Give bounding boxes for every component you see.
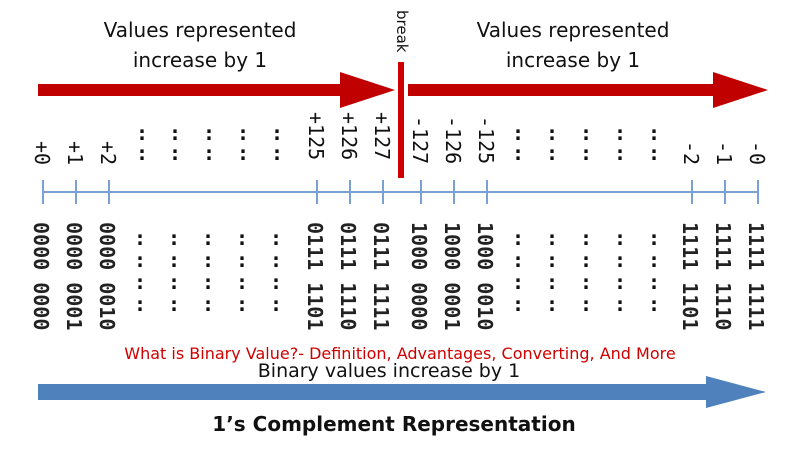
ellipsis-dots: : bbox=[546, 121, 558, 145]
ellipsis-dots: : bbox=[648, 270, 660, 294]
ellipsis-dots: : bbox=[512, 121, 524, 145]
ellipsis-dots: : bbox=[134, 270, 146, 294]
ellipsis-dots: : bbox=[271, 141, 283, 165]
ellipsis-dots: : bbox=[134, 226, 146, 250]
ellipsis-dots: : bbox=[546, 226, 558, 250]
ellipsis-dots: : bbox=[648, 121, 660, 145]
top-right-caption-line-1: Values represented bbox=[477, 18, 670, 42]
ellipsis-dots: : bbox=[512, 248, 524, 272]
ellipsis-dots: : bbox=[169, 141, 181, 165]
binary-label: 0000 0010 bbox=[95, 222, 119, 330]
ellipsis-dots: : bbox=[202, 248, 214, 272]
value-label: +2 bbox=[96, 141, 120, 165]
ellipsis-dots: : bbox=[648, 141, 660, 165]
value-label: -0 bbox=[745, 141, 769, 165]
ellipsis-dots: : bbox=[237, 121, 249, 145]
ellipsis-dots: : bbox=[270, 292, 282, 316]
ellipsis-dots: : bbox=[580, 121, 592, 145]
ellipsis-dots: : bbox=[546, 270, 558, 294]
ellipsis-dots: : bbox=[512, 270, 524, 294]
ellipsis-dots: : bbox=[168, 226, 180, 250]
binary-label: 1111 1111 bbox=[744, 222, 768, 330]
ellipsis-dots: : bbox=[202, 226, 214, 250]
value-label: +127 bbox=[370, 112, 394, 160]
binary-label: 0000 0001 bbox=[62, 222, 86, 330]
ellipsis-dots: : bbox=[512, 141, 524, 165]
ellipsis-dots: : bbox=[203, 121, 215, 145]
ellipsis-dots: : bbox=[614, 226, 626, 250]
ellipsis-dots: : bbox=[580, 270, 592, 294]
ellipsis-dots: : bbox=[168, 270, 180, 294]
ellipsis-dots: : bbox=[614, 270, 626, 294]
bottom-caption: Binary values increase by 1 bbox=[258, 360, 520, 382]
break-label: break bbox=[393, 10, 411, 53]
ellipsis-dots: : bbox=[270, 248, 282, 272]
top-left-caption-line-2: increase by 1 bbox=[133, 48, 267, 72]
ellipsis-dots: : bbox=[236, 270, 248, 294]
ellipsis-dots: : bbox=[202, 270, 214, 294]
ellipsis-dots: : bbox=[648, 226, 660, 250]
ellipsis-dots: : bbox=[614, 141, 626, 165]
break-line bbox=[398, 62, 404, 178]
ellipsis-dots: : bbox=[580, 292, 592, 316]
ellipsis-dots: : bbox=[134, 248, 146, 272]
ellipsis-dots: : bbox=[648, 248, 660, 272]
value-label: +126 bbox=[337, 112, 361, 160]
ellipsis-dots: : bbox=[546, 248, 558, 272]
value-label: +0 bbox=[30, 141, 54, 165]
watermark-text: What is Binary Value?- Definition, Advan… bbox=[124, 344, 675, 363]
binary-label: 1111 1110 bbox=[711, 222, 735, 330]
ellipsis-dots: : bbox=[614, 248, 626, 272]
ellipsis-dots: : bbox=[271, 121, 283, 145]
binary-label: 0111 1110 bbox=[336, 222, 360, 330]
ellipsis-dots: : bbox=[614, 292, 626, 316]
binary-label: 1000 0010 bbox=[473, 222, 497, 330]
binary-label: 1000 0000 bbox=[407, 222, 431, 330]
number-axis bbox=[42, 180, 759, 204]
ellipsis-dots: : bbox=[169, 121, 181, 145]
ellipsis-dots: : bbox=[546, 292, 558, 316]
binary-label: 0111 1111 bbox=[369, 222, 393, 330]
ellipsis-dots: : bbox=[136, 121, 148, 145]
ellipsis-dots: : bbox=[202, 292, 214, 316]
value-label: -127 bbox=[408, 116, 432, 164]
value-label: -2 bbox=[679, 141, 703, 165]
ellipsis-dots: : bbox=[168, 292, 180, 316]
blue-arrow bbox=[38, 376, 766, 408]
ellipsis-dots: : bbox=[512, 226, 524, 250]
binary-label: 1000 0001 bbox=[440, 222, 464, 330]
red-arrow-right bbox=[408, 72, 768, 108]
value-label: +1 bbox=[63, 141, 87, 165]
ellipsis-dots: : bbox=[512, 292, 524, 316]
ellipsis-dots: : bbox=[614, 121, 626, 145]
top-right-caption-line-2: increase by 1 bbox=[506, 48, 640, 72]
ellipsis-dots: : bbox=[580, 248, 592, 272]
binary-label: 0000 0000 bbox=[29, 222, 53, 330]
ellipsis-dots: : bbox=[168, 248, 180, 272]
binary-label: 0111 1101 bbox=[303, 222, 327, 330]
binary-label: 1111 1101 bbox=[678, 222, 702, 330]
ellipsis-dots: : bbox=[236, 248, 248, 272]
diagram-title: 1’s Complement Representation bbox=[212, 412, 575, 436]
ellipsis-dots: : bbox=[237, 141, 249, 165]
value-label: -1 bbox=[712, 141, 736, 165]
red-arrow-left bbox=[38, 72, 395, 108]
ellipsis-dots: : bbox=[136, 141, 148, 165]
ellipsis-dots: : bbox=[236, 226, 248, 250]
value-label: -126 bbox=[441, 116, 465, 164]
ellipsis-dots: : bbox=[580, 226, 592, 250]
ellipsis-dots: : bbox=[270, 270, 282, 294]
ellipsis-dots: : bbox=[270, 226, 282, 250]
value-label: +125 bbox=[304, 112, 328, 160]
ellipsis-dots: : bbox=[134, 292, 146, 316]
ellipsis-dots: : bbox=[546, 141, 558, 165]
value-label: -125 bbox=[474, 116, 498, 164]
top-left-caption-line-1: Values represented bbox=[104, 18, 297, 42]
ellipsis-dots: : bbox=[648, 292, 660, 316]
ellipsis-dots: : bbox=[580, 141, 592, 165]
ellipsis-dots: : bbox=[203, 141, 215, 165]
ellipsis-dots: : bbox=[236, 292, 248, 316]
